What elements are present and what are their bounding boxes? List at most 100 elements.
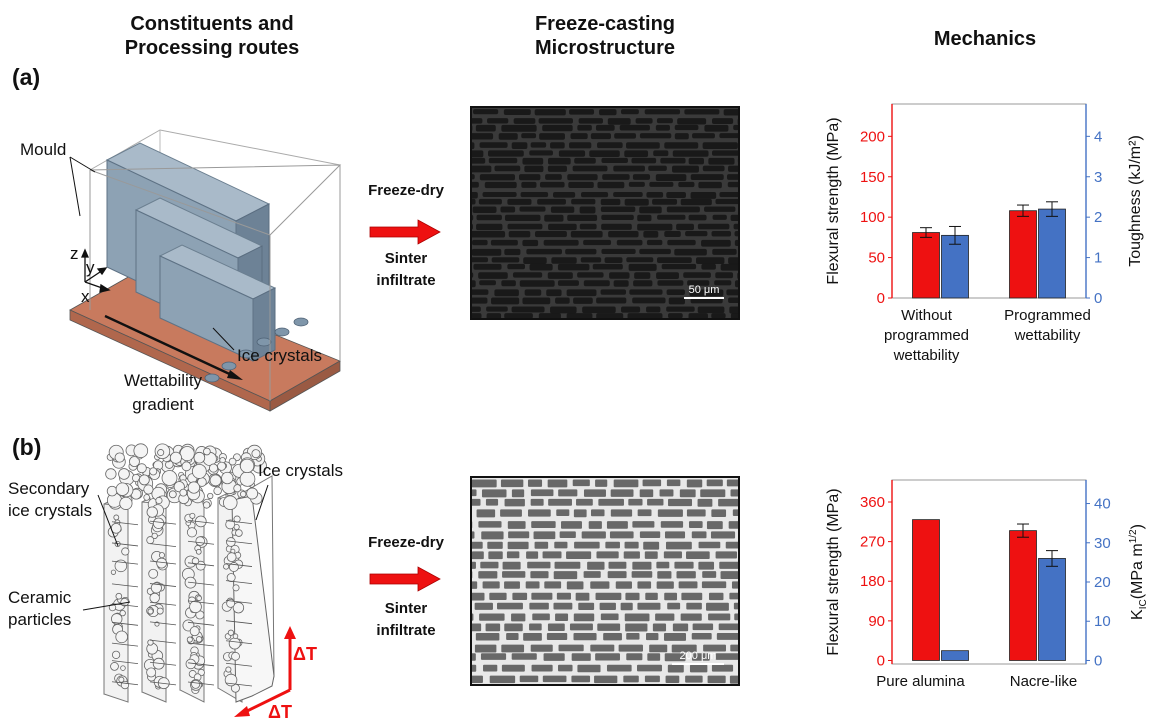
- micro-b-brick: [698, 541, 721, 549]
- micro-b-brick: [512, 592, 528, 601]
- bar-toughness: [1038, 558, 1066, 661]
- micro-b-brick: [624, 613, 650, 622]
- micro-a-lamella: [472, 191, 478, 199]
- micro-a-lamella: [660, 157, 686, 164]
- micro-b-brick: [637, 581, 652, 589]
- wettability-gradient-label: Wettability gradient: [108, 369, 218, 417]
- micro-b-brick: [676, 571, 696, 579]
- micro-b-brick: [489, 675, 516, 684]
- micro-b-brick: [583, 489, 606, 497]
- micro-a-lamella: [719, 133, 738, 139]
- ceramic-particle: [227, 629, 235, 636]
- ceramic-particle: [157, 449, 165, 457]
- micro-a-lamella: [684, 109, 720, 115]
- micro-b-brick: [697, 498, 713, 507]
- micro-b-brick: [508, 531, 530, 539]
- micro-a-lamella: [667, 239, 696, 246]
- micro-b-brick: [576, 498, 593, 506]
- secondary-ice-crystal: [149, 583, 177, 587]
- micro-b-brick: [553, 571, 578, 580]
- micro-a-lamella: [729, 306, 738, 314]
- right-tick-label: 3: [1094, 169, 1102, 186]
- micro-a-lamella: [578, 118, 603, 124]
- micro-b-brick: [628, 498, 643, 506]
- ceramic-particle: [151, 532, 158, 540]
- micro-a-lamella: [632, 297, 666, 304]
- micro-a-lamella: [520, 191, 549, 198]
- micro-a-lamella: [601, 223, 632, 230]
- ceramic-particle: [193, 451, 206, 464]
- sinter-line-b: Sinter: [384, 600, 428, 617]
- micro-b-brick: [703, 644, 726, 652]
- micro-b-brick: [657, 509, 683, 517]
- ceramic-particle: [189, 600, 202, 614]
- micro-b-brick: [719, 561, 738, 569]
- category-label: programmed: [884, 327, 969, 344]
- micro-a-lamella: [476, 214, 502, 221]
- ceramic-particle: [191, 463, 207, 479]
- micro-b-brick: [608, 561, 627, 569]
- left-tick-label: 100: [860, 209, 885, 226]
- micro-a-lamella: [698, 181, 722, 189]
- micro-b-brick: [626, 653, 643, 661]
- micro-a-lamella: [657, 214, 686, 220]
- secondary-ice-crystal: [187, 621, 215, 626]
- micro-a-lamella: [652, 198, 678, 205]
- micro-b-brick: [716, 633, 738, 640]
- micro-a-lamella: [653, 150, 669, 157]
- secondary-ice-crystal: [149, 639, 177, 644]
- micro-a-lamella: [728, 257, 738, 265]
- micro-a-lamella: [568, 181, 594, 189]
- ceramic-particle: [228, 637, 241, 650]
- micro-a-lamella: [701, 263, 716, 270]
- micro-b-brick: [603, 633, 622, 641]
- micro-a-lamella: [478, 272, 508, 279]
- micro-b-brick: [642, 479, 662, 487]
- micro-a-lamella: [635, 118, 653, 124]
- secondary-ice-crystal: [225, 620, 253, 625]
- micro-b-brick: [631, 571, 653, 578]
- micro-a-lamella: [523, 257, 547, 265]
- micro-b-brick: [587, 561, 605, 570]
- micro-b-brick: [575, 592, 590, 601]
- micro-a-lamella: [683, 272, 711, 278]
- right-tick-label: 4: [1094, 128, 1102, 145]
- micrograph-a: 50 μm: [470, 106, 740, 320]
- micro-b-brick: [474, 644, 497, 653]
- micro-b-brick: [504, 623, 523, 632]
- secondary-line1: Secondary: [8, 479, 90, 498]
- micro-b-brick: [610, 489, 634, 497]
- micro-b-brick: [691, 653, 710, 661]
- micro-a-lamella: [542, 124, 573, 132]
- micro-a-lamella: [597, 181, 625, 189]
- micro-a-lamella: [661, 263, 697, 270]
- micro-a-lamella: [624, 198, 649, 206]
- micro-a-lamella: [674, 124, 699, 131]
- micro-a-lamella: [567, 214, 598, 222]
- left-tick-label: 0: [877, 290, 885, 307]
- micro-a-lamella: [613, 165, 645, 172]
- ceramic-particle: [195, 636, 203, 643]
- micro-a-lamella: [550, 306, 577, 314]
- micro-a-lamella: [628, 181, 645, 187]
- micro-a-lamella: [551, 257, 577, 264]
- micro-a-lamella: [577, 124, 592, 131]
- right-tick-label: 0: [1094, 652, 1102, 669]
- micro-b-brick: [507, 521, 526, 529]
- micro-b-brick: [686, 509, 706, 517]
- micro-a-lamella: [656, 272, 679, 279]
- micro-a-lamella: [666, 206, 700, 213]
- mould-base-left: [69, 309, 271, 412]
- right-tick-label: 20: [1094, 574, 1111, 591]
- micro-b-brick: [489, 592, 507, 600]
- micro-b-brick: [626, 633, 640, 640]
- process-arrow-a: [369, 219, 441, 245]
- micro-a-lamella: [504, 248, 521, 256]
- micro-a-lamella: [702, 165, 725, 172]
- secondary-ice-crystal: [225, 563, 253, 567]
- micro-b-brick: [583, 571, 601, 578]
- micro-a-lamella: [655, 174, 687, 182]
- ceramic-particle: [138, 474, 150, 486]
- right-axis-title: KIC(MPa m1/2): [1128, 524, 1149, 620]
- micro-a-lamella: [599, 109, 617, 116]
